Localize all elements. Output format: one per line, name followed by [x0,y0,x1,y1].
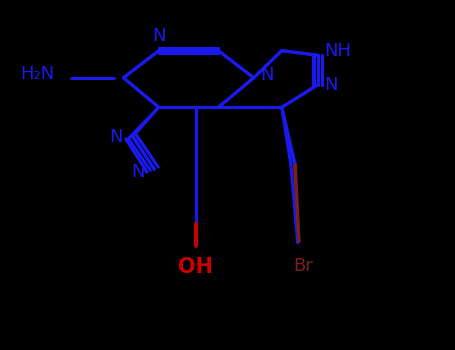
Text: NH: NH [324,42,351,60]
Text: N: N [109,128,122,147]
Text: OH: OH [178,257,213,277]
Text: H₂N: H₂N [20,65,55,83]
Text: N: N [152,27,166,45]
Text: N: N [260,66,273,84]
Text: N: N [324,76,338,94]
Text: N: N [131,162,144,181]
Text: Br: Br [293,257,313,275]
